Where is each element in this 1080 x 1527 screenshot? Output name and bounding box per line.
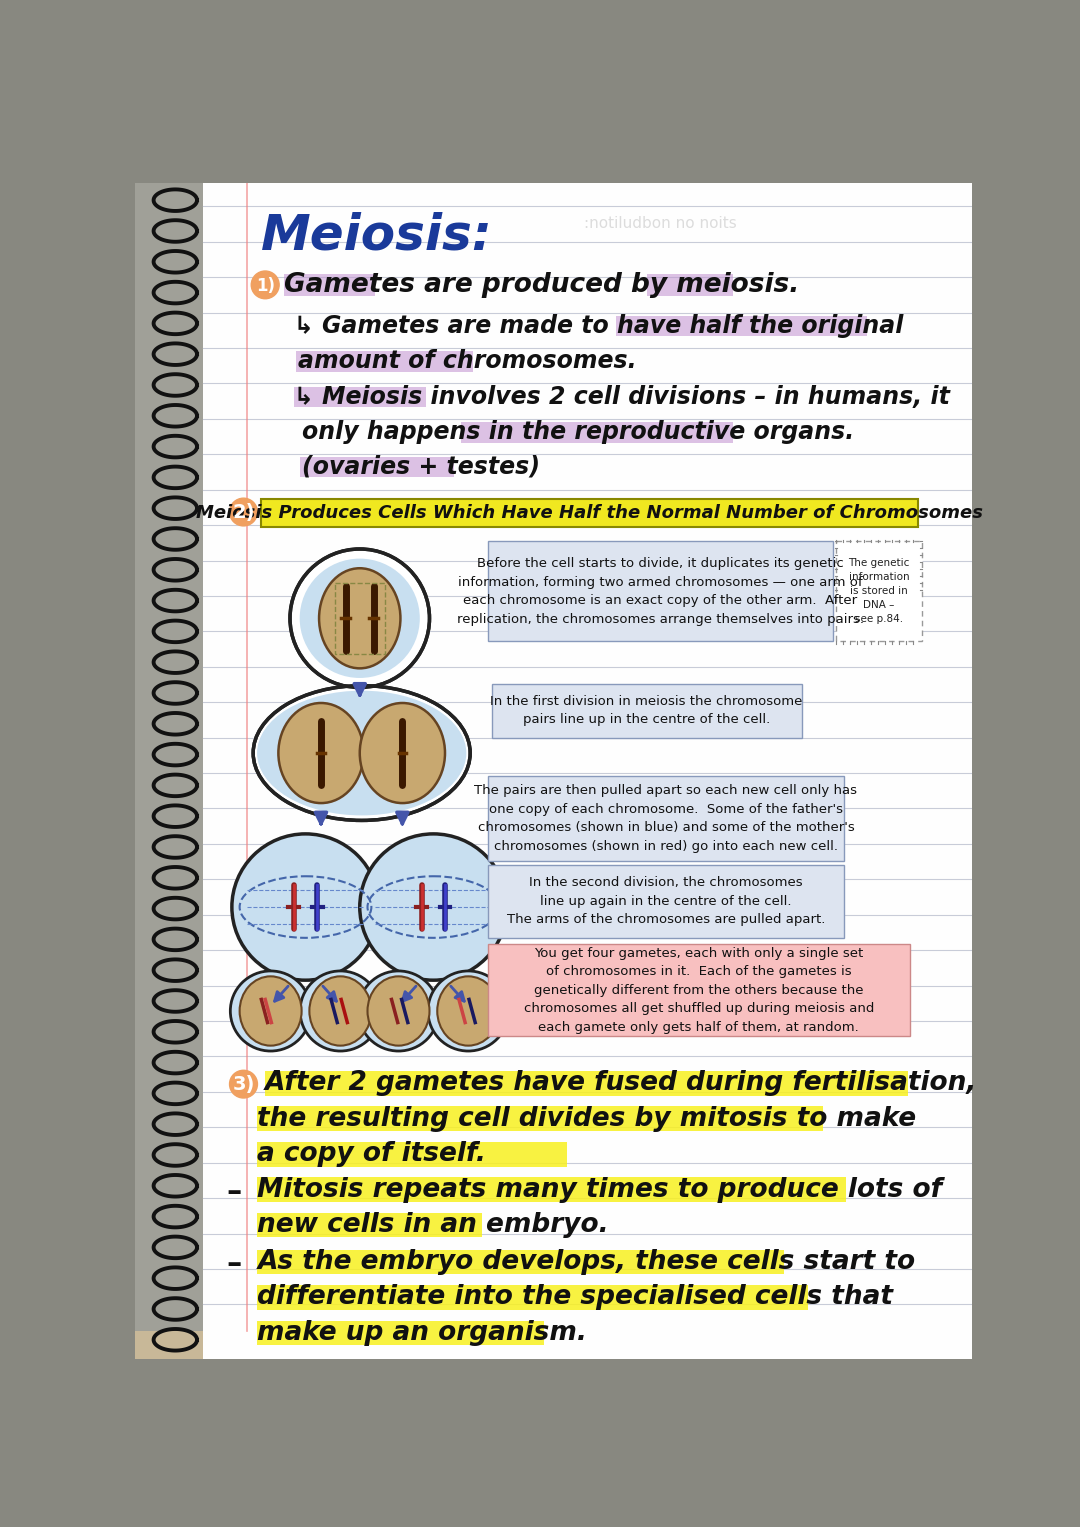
Bar <box>257 1177 847 1202</box>
Circle shape <box>359 971 438 1051</box>
Bar <box>488 864 845 938</box>
Bar <box>491 684 801 738</box>
Bar <box>257 1107 823 1132</box>
Bar <box>488 541 833 641</box>
Circle shape <box>230 971 311 1051</box>
Bar <box>266 1070 908 1096</box>
Bar <box>135 183 203 1359</box>
Text: –: – <box>227 1249 242 1278</box>
Circle shape <box>300 971 380 1051</box>
Text: The pairs are then pulled apart so each new cell only has
one copy of each chrom: The pairs are then pulled apart so each … <box>474 785 858 852</box>
Text: You get four gametes, each with only a single set
of chromosomes in it.  Each of: You get four gametes, each with only a s… <box>524 947 874 1034</box>
Circle shape <box>232 834 379 980</box>
Text: 1): 1) <box>256 276 274 295</box>
Ellipse shape <box>257 690 467 815</box>
Ellipse shape <box>240 976 301 1046</box>
Text: make up an organism.: make up an organism. <box>257 1319 588 1345</box>
Circle shape <box>252 270 279 299</box>
Bar <box>294 386 426 408</box>
Ellipse shape <box>367 976 430 1046</box>
Text: Gametes are produced by meiosis.: Gametes are produced by meiosis. <box>284 272 799 298</box>
Ellipse shape <box>299 559 420 678</box>
Bar <box>257 1321 544 1345</box>
Bar <box>647 275 733 296</box>
Text: The genetic
information
is stored in
DNA –
see p.84.: The genetic information is stored in DNA… <box>848 559 909 625</box>
Text: –: – <box>227 1177 242 1206</box>
Bar <box>296 351 473 373</box>
Bar <box>257 1286 808 1310</box>
Text: Meiosis Produces Cells Which Have Half the Normal Number of Chromosomes: Meiosis Produces Cells Which Have Half t… <box>195 504 983 522</box>
Ellipse shape <box>279 702 364 803</box>
Text: 3): 3) <box>232 1075 255 1095</box>
Bar <box>257 1142 567 1167</box>
Ellipse shape <box>309 976 372 1046</box>
Text: only happens in the reproductive organs.: only happens in the reproductive organs. <box>301 420 854 444</box>
Text: (ovaries + testes): (ovaries + testes) <box>301 455 540 478</box>
Text: new cells in an embryo.: new cells in an embryo. <box>257 1212 609 1238</box>
Text: ↳ Meiosis involves 2 cell divisions – in humans, it: ↳ Meiosis involves 2 cell divisions – in… <box>294 385 949 409</box>
Circle shape <box>230 1070 257 1098</box>
Bar <box>284 275 375 296</box>
Ellipse shape <box>437 976 499 1046</box>
Text: a copy of itself.: a copy of itself. <box>257 1141 486 1167</box>
Bar <box>135 1330 972 1359</box>
Ellipse shape <box>253 686 470 820</box>
Text: amount of chromosomes.: amount of chromosomes. <box>298 350 636 373</box>
Text: differentiate into the specialised cells that: differentiate into the specialised cells… <box>257 1284 893 1310</box>
Bar <box>257 1249 784 1275</box>
Text: :notiludbon no noits: :notiludbon no noits <box>584 215 738 231</box>
Ellipse shape <box>360 702 445 803</box>
Bar <box>257 1212 482 1237</box>
Bar <box>488 776 845 861</box>
Circle shape <box>291 550 430 687</box>
Bar <box>460 421 733 443</box>
Text: Before the cell starts to divide, it duplicates its genetic
information, forming: Before the cell starts to divide, it dup… <box>457 557 864 626</box>
Text: Mitosis repeats many times to produce lots of: Mitosis repeats many times to produce lo… <box>257 1177 943 1203</box>
Bar <box>260 499 918 527</box>
Bar <box>300 457 454 478</box>
Text: 2): 2) <box>232 504 255 522</box>
Text: In the first division in meiosis the chromosome
pairs line up in the centre of t: In the first division in meiosis the chr… <box>490 695 802 727</box>
Text: the resulting cell divides by mitosis to make: the resulting cell divides by mitosis to… <box>257 1106 917 1132</box>
Circle shape <box>360 834 507 980</box>
Circle shape <box>428 971 509 1051</box>
Ellipse shape <box>319 568 401 669</box>
Text: Meiosis:: Meiosis: <box>260 212 492 260</box>
Text: In the second division, the chromosomes
line up again in the centre of the cell.: In the second division, the chromosomes … <box>507 876 825 927</box>
Text: After 2 gametes have fused during fertilisation,: After 2 gametes have fused during fertil… <box>266 1070 977 1096</box>
Text: ↳ Gametes are made to have half the original: ↳ Gametes are made to have half the orig… <box>294 313 903 337</box>
Text: As the embryo develops, these cells start to: As the embryo develops, these cells star… <box>257 1249 916 1275</box>
Bar <box>488 944 910 1037</box>
Circle shape <box>230 498 257 525</box>
Bar <box>836 541 921 641</box>
Bar <box>616 316 867 336</box>
Bar <box>335 583 384 654</box>
